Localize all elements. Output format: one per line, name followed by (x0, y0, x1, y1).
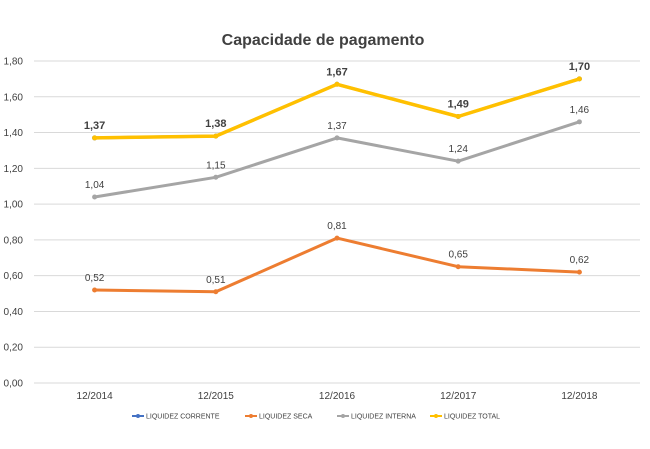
data-labels: 0,52 0,51 0,81 0,65 0,62 1,04 1,15 1,37 1,24 1,46… (84, 61, 590, 286)
data-label: 1,37 (84, 120, 105, 132)
y-tick-label: 1,60 (4, 92, 24, 103)
legend-label: LIQUIDEZ TOTAL (444, 414, 500, 421)
data-label: 1,70 (569, 61, 590, 73)
x-axis-tick-labels: 12/2014 12/2015 12/2016 12/2017 12/2018 (77, 391, 598, 402)
data-point (455, 113, 461, 119)
data-point (576, 119, 582, 125)
data-label: 1,49 (447, 98, 468, 110)
data-point (334, 81, 340, 87)
chart-title: Capacidade de pagamento (222, 32, 425, 49)
x-tick-label: 12/2015 (198, 391, 235, 402)
y-tick-label: 1,20 (4, 164, 24, 175)
data-label: 1,46 (570, 105, 590, 116)
data-label: 0,51 (206, 275, 226, 286)
data-point (213, 133, 219, 139)
y-tick-label: 1,40 (4, 128, 24, 139)
data-point (576, 269, 582, 275)
data-label: 1,24 (448, 144, 468, 155)
y-tick-label: 0,20 (4, 343, 24, 354)
y-axis-tick-labels: 0,00 0,20 0,40 0,60 0,80 1,00 1,20 1,40 1,60 1,80 (4, 57, 24, 390)
data-label: 1,38 (205, 118, 226, 130)
data-label: 0,81 (327, 221, 347, 232)
data-point (334, 235, 340, 241)
x-tick-label: 12/2018 (561, 391, 598, 402)
data-point (455, 264, 461, 270)
data-label: 0,52 (85, 273, 105, 284)
data-point (213, 289, 219, 295)
legend-label: LIQUIDEZ INTERNA (351, 414, 416, 421)
y-tick-label: 1,00 (4, 200, 24, 211)
data-label: 0,65 (448, 250, 468, 261)
legend-marker (136, 414, 140, 418)
y-tick-label: 0,60 (4, 271, 24, 282)
data-point (92, 135, 98, 141)
series-line-2 (93, 120, 581, 199)
legend-marker (434, 414, 438, 418)
y-tick-label: 1,80 (4, 57, 24, 68)
series-line-1 (93, 236, 581, 294)
legend-marker (249, 414, 253, 418)
data-point (576, 76, 582, 82)
y-tick-label: 0,40 (4, 307, 24, 318)
data-label: 1,04 (85, 180, 105, 191)
data-label: 1,15 (206, 160, 226, 171)
x-tick-label: 12/2014 (77, 391, 114, 402)
data-point (92, 194, 98, 200)
legend-label: LIQUIDEZ CORRENTE (146, 414, 220, 421)
data-label: 1,37 (327, 121, 347, 132)
legend-label: LIQUIDEZ SECA (259, 414, 313, 421)
data-label: 0,62 (570, 255, 590, 266)
series-lines (92, 76, 582, 295)
data-point (455, 158, 461, 164)
y-tick-label: 0,00 (4, 379, 24, 390)
x-tick-label: 12/2016 (319, 391, 356, 402)
data-point (213, 174, 219, 180)
y-tick-label: 0,80 (4, 235, 24, 246)
data-label: 1,67 (326, 66, 347, 78)
x-tick-label: 12/2017 (440, 391, 477, 402)
data-point (334, 135, 340, 141)
legend: LIQUIDEZ CORRENTE LIQUIDEZ SECA LIQUIDEZ I… (132, 414, 500, 421)
legend-marker (341, 414, 345, 418)
data-point (92, 287, 98, 293)
